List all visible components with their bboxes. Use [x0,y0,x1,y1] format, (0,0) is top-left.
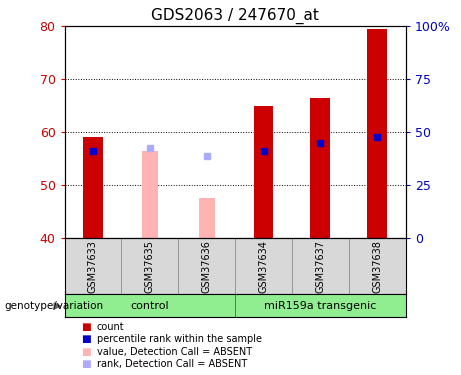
Text: GSM37635: GSM37635 [145,240,155,293]
Bar [367,29,387,238]
Text: ■: ■ [81,322,90,332]
Text: miR159a transgenic: miR159a transgenic [264,301,377,310]
Bar [349,238,406,294]
Text: ■: ■ [81,334,90,344]
Text: ■: ■ [81,347,90,357]
Text: GSM37634: GSM37634 [259,240,269,292]
Text: value, Detection Call = ABSENT: value, Detection Call = ABSENT [97,347,252,357]
Bar [310,98,331,238]
Bar [199,198,215,238]
Text: ■: ■ [81,359,90,369]
Text: percentile rank within the sample: percentile rank within the sample [97,334,262,344]
Bar [235,238,292,294]
Bar [292,238,349,294]
Bar [254,106,273,238]
Text: GSM37638: GSM37638 [372,240,382,292]
Text: count: count [97,322,124,332]
Bar [142,151,158,238]
Bar [65,238,121,294]
Bar [83,138,103,238]
Text: GSM37637: GSM37637 [315,240,325,293]
Text: GSM37633: GSM37633 [88,240,98,292]
Bar [65,294,235,317]
Bar [235,294,406,317]
Text: control: control [130,301,169,310]
Text: GSM37636: GSM37636 [201,240,212,292]
Text: rank, Detection Call = ABSENT: rank, Detection Call = ABSENT [97,359,247,369]
Bar [121,238,178,294]
Bar [178,238,235,294]
Title: GDS2063 / 247670_at: GDS2063 / 247670_at [151,7,319,24]
Text: genotype/variation: genotype/variation [5,301,104,311]
